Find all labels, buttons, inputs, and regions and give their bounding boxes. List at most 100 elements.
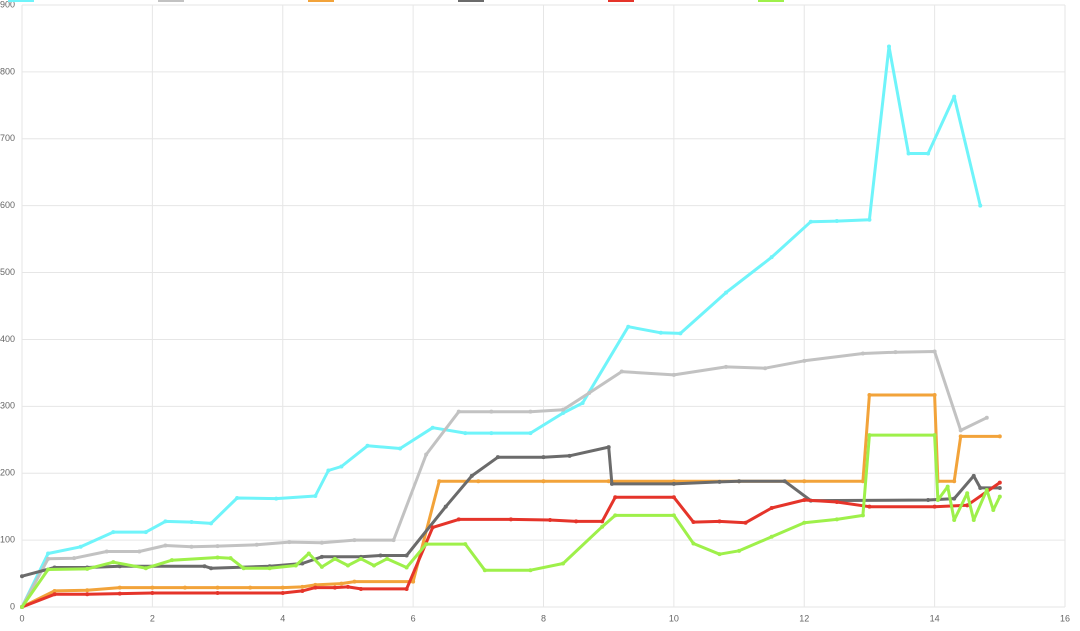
data-point	[984, 415, 989, 420]
legend-swatch	[8, 0, 34, 2]
data-point	[671, 481, 676, 486]
data-point	[932, 504, 937, 509]
data-point	[143, 530, 148, 535]
data-point	[613, 495, 618, 500]
data-point	[117, 564, 122, 569]
data-point	[769, 534, 774, 539]
data-point	[46, 567, 51, 572]
data-point	[743, 520, 748, 525]
data-point	[345, 563, 350, 568]
data-point	[235, 495, 240, 500]
y-tick-label: 200	[0, 468, 15, 478]
data-point	[867, 504, 872, 509]
legend-swatch	[758, 0, 784, 2]
series-line	[21, 445, 1000, 578]
data-point	[85, 588, 90, 593]
data-point	[300, 561, 305, 566]
data-point	[802, 358, 807, 363]
data-point	[280, 585, 285, 590]
data-point	[352, 579, 357, 584]
data-point	[313, 493, 318, 498]
data-point	[580, 400, 585, 405]
data-point	[169, 558, 174, 563]
data-point	[926, 151, 931, 156]
data-point	[587, 390, 592, 395]
data-point	[606, 445, 611, 450]
legend-swatch	[608, 0, 634, 2]
data-point	[424, 542, 429, 547]
data-point	[339, 581, 344, 586]
data-point	[143, 566, 148, 571]
data-point	[182, 585, 187, 590]
data-point	[358, 586, 363, 591]
data-point	[678, 331, 683, 336]
data-point	[541, 479, 546, 484]
data-point	[215, 544, 220, 549]
data-point	[802, 479, 807, 484]
data-point	[443, 504, 448, 509]
data-point	[997, 434, 1002, 439]
data-point	[411, 579, 416, 584]
data-point	[404, 565, 409, 570]
data-point	[867, 217, 872, 222]
data-point	[600, 519, 605, 524]
x-tick-label: 8	[541, 613, 546, 623]
data-point	[561, 411, 566, 416]
data-point	[932, 392, 937, 397]
data-point	[20, 605, 24, 609]
data-point	[326, 468, 331, 473]
data-point	[319, 564, 324, 569]
legend-swatch	[308, 0, 334, 2]
data-point	[20, 574, 24, 579]
data-point	[952, 518, 957, 523]
data-point	[111, 560, 116, 565]
data-point	[893, 350, 898, 355]
data-point	[952, 496, 957, 501]
data-point	[424, 452, 429, 457]
data-point	[52, 592, 57, 597]
data-point	[932, 349, 937, 354]
x-tick-label: 0	[19, 613, 24, 623]
data-point	[209, 566, 214, 571]
data-point	[717, 479, 722, 484]
y-tick-label: 800	[0, 66, 15, 76]
data-point	[339, 464, 344, 469]
data-point	[72, 556, 77, 561]
data-point	[365, 443, 370, 448]
data-point	[241, 566, 246, 571]
series-line	[20, 350, 988, 608]
data-point	[965, 491, 970, 496]
data-point	[724, 364, 729, 369]
y-tick-label: 700	[0, 133, 15, 143]
data-point	[952, 94, 957, 99]
data-point	[561, 561, 566, 566]
data-point	[671, 372, 676, 377]
data-point	[463, 542, 468, 547]
data-point	[52, 588, 57, 593]
data-point	[971, 473, 976, 478]
data-point	[482, 568, 487, 573]
data-point	[352, 538, 357, 543]
data-point	[300, 584, 305, 589]
data-point	[528, 431, 533, 436]
data-point	[313, 585, 318, 590]
data-point	[456, 409, 461, 414]
data-point	[248, 585, 253, 590]
data-point	[671, 513, 676, 518]
legend-swatch	[158, 0, 184, 2]
data-point	[691, 520, 696, 525]
data-point	[574, 519, 579, 524]
data-point	[398, 446, 403, 451]
x-tick-label: 2	[150, 613, 155, 623]
data-point	[626, 324, 631, 329]
data-point	[391, 538, 396, 543]
data-point	[209, 521, 214, 526]
data-point	[489, 409, 494, 414]
data-point	[834, 499, 839, 504]
y-tick-label: 0	[10, 601, 15, 611]
data-point	[613, 513, 618, 518]
data-point	[404, 553, 409, 558]
data-point	[548, 518, 553, 523]
data-point	[782, 479, 787, 484]
